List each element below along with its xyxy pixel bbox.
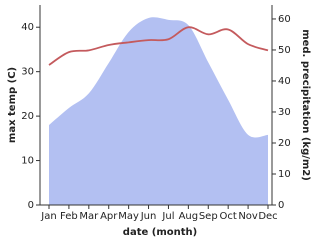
y-tick-label: 0 [28, 200, 34, 211]
x-tick-label: Aug [179, 211, 199, 222]
x-tick-label: Jun [140, 211, 157, 222]
precipitation-area [49, 17, 268, 206]
x-tick-label: Nov [238, 211, 258, 222]
y-tick-label: 40 [21, 22, 34, 33]
x-tick-label: Mar [79, 211, 99, 222]
y-tick-label: 30 [21, 67, 34, 78]
x-tick-label: Apr [100, 211, 118, 222]
y2-axis-title: med. precipitation (kg/m2) [300, 29, 311, 181]
x-tick-label: Jan [40, 211, 56, 222]
temperature-line [48, 26, 269, 66]
x-tick-label: Oct [220, 211, 237, 222]
y2-tick-label: 10 [278, 169, 291, 180]
x-axis-title: date (month) [123, 227, 197, 238]
y-tick-label: 20 [21, 111, 34, 122]
x-tick-label: May [118, 211, 139, 222]
y2-tick-label: 30 [278, 107, 291, 118]
x-tick-label: Jul [161, 211, 174, 222]
y-axis-title: max temp (C) [7, 67, 18, 143]
x-tick-label: Dec [258, 211, 277, 222]
y-tick-label: 10 [21, 156, 34, 167]
x-tick-label: Feb [60, 211, 78, 222]
x-tick-label: Sep [199, 211, 218, 222]
y2-tick-label: 20 [278, 138, 291, 149]
y2-tick-label: 60 [278, 14, 291, 25]
y2-tick-label: 40 [278, 76, 291, 87]
y2-tick-label: 0 [278, 200, 284, 211]
y2-tick-label: 50 [278, 45, 291, 56]
